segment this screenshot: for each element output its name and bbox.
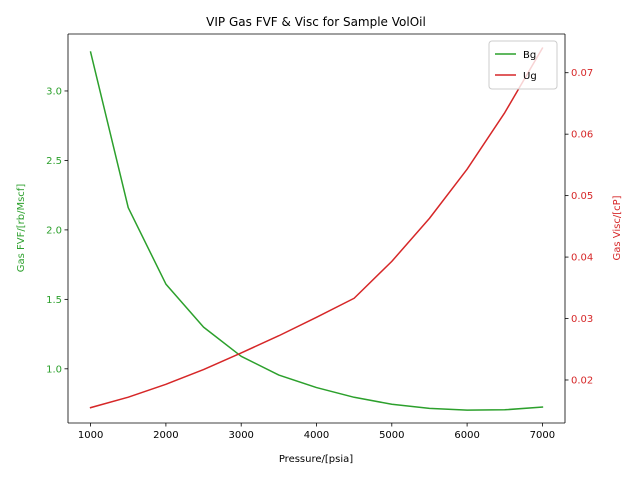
y-tick-label-left: 3.0 [46, 86, 62, 97]
y-axis-label-right: Gas Visc/[cP] [612, 195, 623, 260]
y-tick-label-right: 0.06 [571, 130, 593, 141]
series-line-ug [89, 47, 544, 409]
chart-title: VIP Gas FVF & Visc for Sample VolOil [206, 15, 426, 29]
y-tick-label-left: 1.5 [46, 295, 62, 306]
y-axis-label-left: Gas FVF/[rb/Mscf] [16, 184, 27, 273]
legend: Bg Ug [488, 40, 558, 90]
y-tick-label-left: 2.0 [46, 225, 62, 236]
legend-label-ug: Ug [523, 71, 537, 82]
legend-box [488, 40, 558, 90]
y-tick-label-right: 0.03 [571, 314, 593, 325]
x-tick-label: 7000 [530, 430, 555, 441]
x-tick-label: 4000 [304, 430, 329, 441]
y-tick-label-right: 0.02 [571, 375, 593, 386]
y-tick-label-left: 2.5 [46, 156, 62, 167]
legend-label-bg: Bg [523, 50, 536, 61]
x-tick-label: 5000 [379, 430, 404, 441]
y-tick-label-left: 1.0 [46, 364, 62, 375]
x-tick-label: 3000 [228, 430, 253, 441]
y-tick-label-right: 0.04 [571, 253, 593, 264]
y-tick-label-right: 0.07 [571, 68, 593, 79]
x-tick-label: 1000 [78, 430, 103, 441]
plot-area: 1000 2000 3000 4000 5000 6000 7000 1.0 1.5 2.0 2.5… [46, 33, 593, 441]
x-tick-label: 2000 [153, 430, 178, 441]
y-tick-label-right: 0.05 [571, 191, 593, 202]
x-axis-label: Pressure/[psia] [279, 454, 353, 465]
x-tick-label: 6000 [454, 430, 479, 441]
series-line-bg [89, 51, 544, 411]
